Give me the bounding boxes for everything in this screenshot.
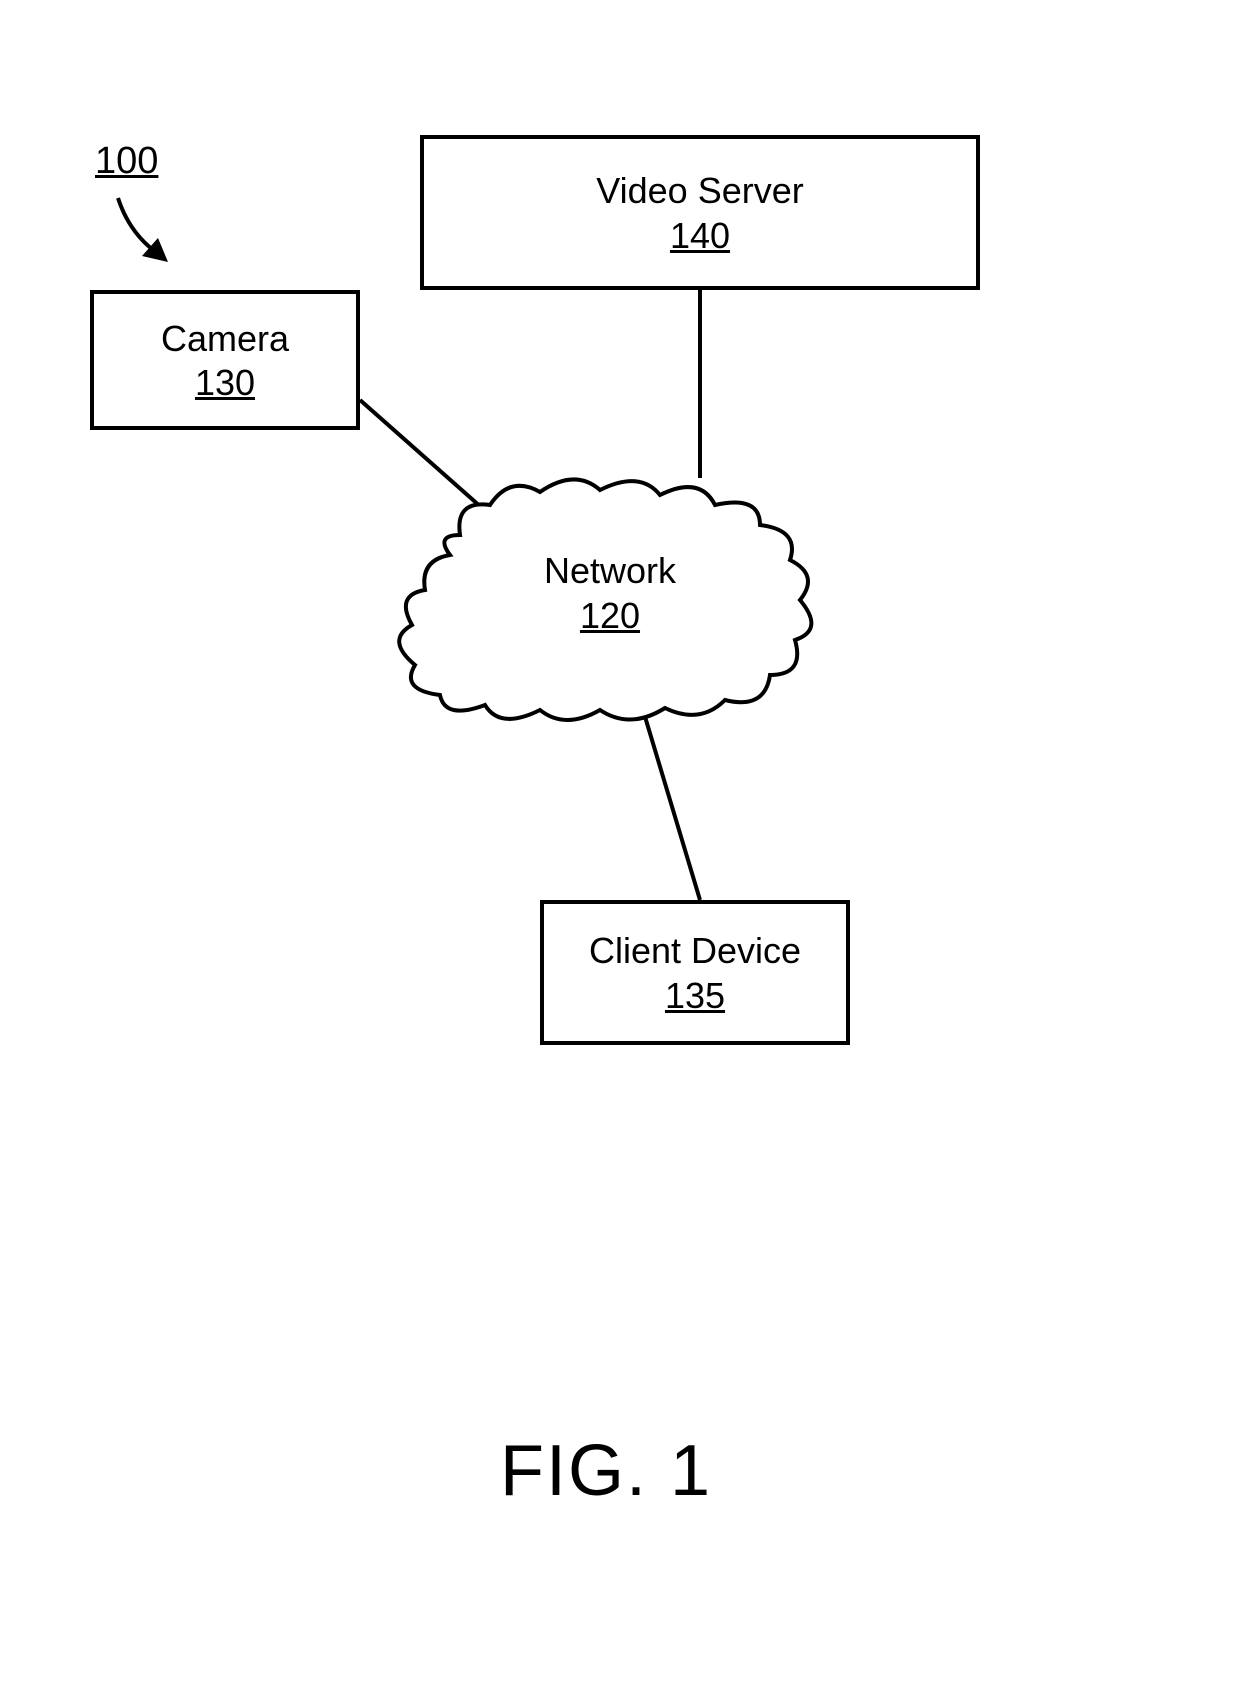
- camera-label: Camera: [161, 316, 289, 363]
- video-server-number: 140: [670, 215, 730, 257]
- figure-caption: FIG. 1: [500, 1430, 712, 1512]
- network-number: 120: [510, 595, 710, 637]
- reference-number: 100: [95, 140, 158, 183]
- network-label: Network: [510, 548, 710, 595]
- node-client-device: Client Device 135: [540, 900, 850, 1045]
- client-device-label: Client Device: [589, 928, 801, 975]
- edge-camera-network: [360, 400, 490, 515]
- reference-arrowhead: [142, 238, 168, 262]
- client-device-number: 135: [665, 975, 725, 1017]
- diagram-canvas: 100 Video Server 140 Camera 130 Network …: [0, 0, 1240, 1706]
- reference-arrow: [118, 198, 160, 255]
- node-camera: Camera 130: [90, 290, 360, 430]
- camera-number: 130: [195, 362, 255, 404]
- node-video-server: Video Server 140: [420, 135, 980, 290]
- network-label-group: Network 120: [510, 548, 710, 637]
- video-server-label: Video Server: [596, 168, 803, 215]
- edge-network-client: [640, 700, 700, 900]
